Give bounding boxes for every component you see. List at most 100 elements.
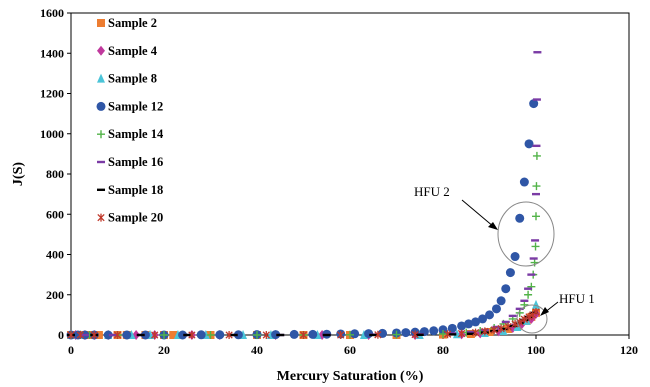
legend-label: Sample 18 [108,183,163,197]
data-point [504,322,512,331]
plot-area [70,12,630,336]
data-point [206,331,215,339]
legend-label: Sample 20 [108,211,163,225]
data-point [530,258,539,267]
data-point [457,321,467,331]
data-point [525,312,533,321]
data-point [497,324,505,333]
legend: Sample 2 Sample 4 Sample 8 Sample 12 Sample … [96,16,164,225]
legend-label: Sample 12 [108,99,163,113]
legend-marker [97,45,105,56]
data-point [411,330,419,339]
data-point [169,331,178,339]
data-point [225,331,233,339]
data-point [196,330,206,340]
data-point [505,268,515,278]
legend-marker [97,73,105,83]
data-point [529,99,539,109]
data-point [337,331,345,339]
data-point [519,177,529,187]
data-point [447,323,457,333]
x-axis-title: Mercury Saturation (%) [277,369,424,384]
data-point [215,330,225,340]
data-point [490,325,498,334]
data-point [485,327,494,336]
x-tick-label: 60 [344,343,356,357]
legend-label: Sample 8 [108,72,157,86]
series-layer [66,51,542,340]
data-point [457,329,466,338]
data-point [532,307,540,316]
data-point [308,329,318,339]
series-sample-20 [67,307,540,339]
data-point [253,331,261,339]
data-point [481,327,489,336]
hfu-2-arrow [461,199,495,228]
data-point [151,331,159,339]
data-point [471,328,480,337]
x-tick-label: 40 [251,343,263,357]
data-point [464,319,474,329]
y-tick-label: 1200 [40,87,64,101]
data-point [113,331,122,339]
annotation-layer: HFU 2 HFU 1 [414,184,595,334]
y-axis: 0 200 400 600 800 1000 1200 1400 1600 [40,6,71,342]
data-point [443,330,452,339]
hfu-2-arrowhead [488,222,498,230]
data-point [401,328,411,338]
hfu-1-arrowhead [540,307,549,316]
data-point [378,328,388,338]
data-point [520,315,529,324]
y-tick-label: 600 [46,207,64,221]
data-point [271,330,281,340]
data-point [122,330,132,340]
data-point [524,139,534,149]
data-point [262,331,270,339]
legend-label: Sample 4 [108,44,158,58]
y-tick-label: 1600 [40,6,64,20]
hfu-2-label: HFU 2 [414,184,450,199]
data-point [439,329,447,338]
data-point [160,331,168,339]
data-point [471,317,481,327]
legend-label: Sample 14 [108,127,164,141]
x-tick-label: 80 [437,343,449,357]
data-point [491,304,501,314]
data-point [485,310,494,320]
x-axis: 0 20 40 60 80 100 120 [68,335,638,357]
data-point [67,331,75,339]
y-tick-label: 400 [46,248,64,262]
data-point [515,213,525,223]
data-point [496,296,506,306]
legend-marker [97,130,105,139]
data-point [350,329,360,339]
data-point [299,331,308,339]
hfu-1-circle [516,304,548,334]
data-point [531,242,540,251]
data-point [510,252,520,262]
data-point [103,330,113,340]
x-tick-label: 120 [620,343,638,357]
legend-marker [96,101,106,111]
data-point [76,331,84,339]
hfu-1-label: HFU 1 [559,291,595,306]
data-point [532,212,540,221]
legend-marker [97,19,105,27]
data-point [501,284,511,294]
legend-label: Sample 2 [108,16,157,30]
data-point [188,331,196,339]
data-point [178,330,188,340]
data-point [90,331,98,339]
data-point [392,330,401,339]
data-point [374,330,382,339]
data-point [478,314,488,324]
data-point [429,326,439,336]
data-point [524,290,533,299]
legend-marker [97,213,105,222]
data-point [289,329,299,339]
x-tick-label: 0 [68,343,74,357]
data-point [532,182,541,191]
y-tick-label: 1000 [40,127,64,141]
y-tick-label: 1400 [40,46,64,60]
